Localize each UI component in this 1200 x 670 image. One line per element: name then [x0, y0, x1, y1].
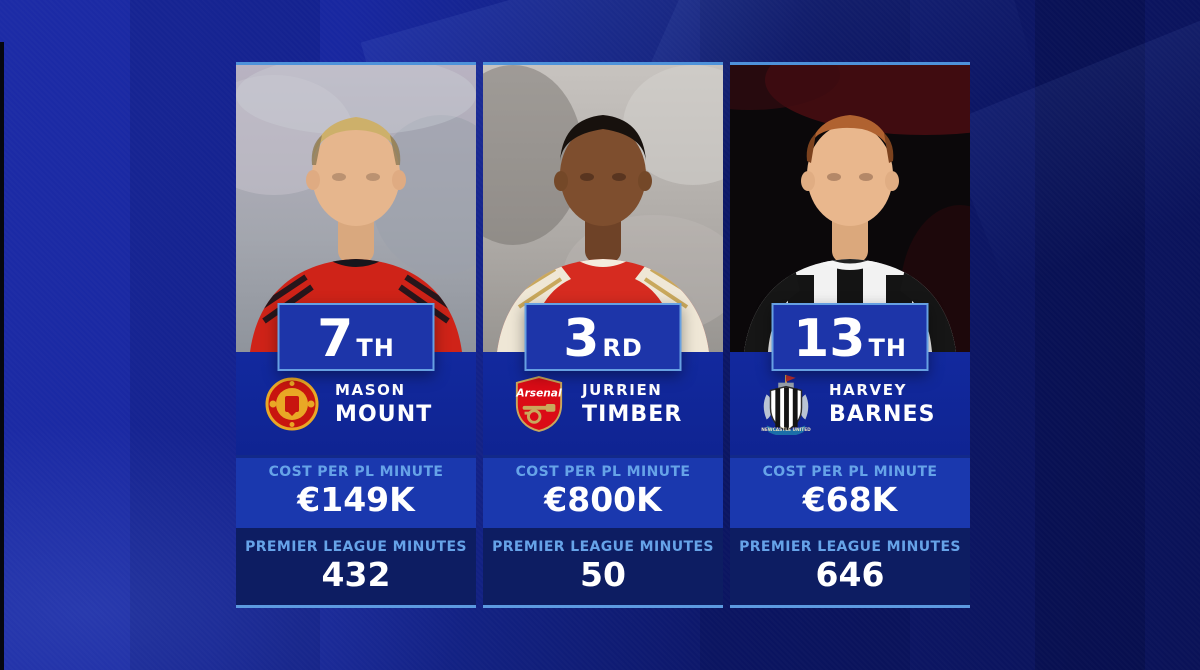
- minutes-stat-label: PREMIER LEAGUE MINUTES: [739, 539, 961, 556]
- svg-text:Arsenal: Arsenal: [515, 387, 562, 399]
- cost-stat-value: €68K: [802, 480, 898, 520]
- player-first-name: HARVEY: [829, 380, 908, 399]
- rank-number: 7: [317, 309, 354, 369]
- jurrien-timber-illustration: [483, 65, 723, 352]
- player-last-name: TIMBER: [582, 401, 683, 427]
- player-cards-row: 7 TH MASON: [236, 62, 970, 608]
- cost-stat-value: €149K: [297, 480, 415, 520]
- player-last-name: MOUNT: [335, 401, 433, 427]
- player-identity: MASON MOUNT: [236, 352, 476, 455]
- cost-stat-label: COST PER PL MINUTE: [762, 464, 938, 481]
- arsenal-crest-icon: Arsenal: [511, 375, 567, 433]
- player-name: JURRIEN TIMBER: [582, 381, 682, 427]
- player-name: HARVEY BARNES: [829, 381, 936, 427]
- rank-badge: 3 RD: [524, 303, 682, 371]
- svg-text:NEWCASTLE UNITED: NEWCASTLE UNITED: [761, 427, 811, 433]
- player-card-mason-mount: 7 TH MASON: [236, 62, 476, 608]
- cost-per-minute-stat: COST PER PL MINUTE €800K: [483, 455, 723, 528]
- minutes-stat-value: 50: [580, 555, 626, 595]
- minutes-stat: PREMIER LEAGUE MINUTES 646: [730, 528, 970, 605]
- rank-suffix: RD: [602, 334, 643, 362]
- cost-per-minute-stat: COST PER PL MINUTE €149K: [236, 455, 476, 528]
- player-last-name: BARNES: [829, 401, 936, 427]
- player-photo-jurrien-timber: [483, 65, 723, 352]
- minutes-stat-label: PREMIER LEAGUE MINUTES: [492, 539, 714, 556]
- minutes-stat-label: PREMIER LEAGUE MINUTES: [245, 539, 467, 556]
- rank-number: 3: [563, 309, 600, 369]
- cost-stat-label: COST PER PL MINUTE: [515, 464, 691, 481]
- player-first-name: JURRIEN: [582, 380, 663, 399]
- background-band: [1035, 0, 1145, 670]
- minutes-stat-value: 646: [815, 555, 885, 595]
- rank-suffix: TH: [356, 334, 395, 362]
- player-name: MASON MOUNT: [335, 381, 432, 427]
- rank-suffix: TH: [868, 334, 907, 362]
- left-edge-strip: [0, 42, 4, 670]
- cost-stat-label: COST PER PL MINUTE: [268, 464, 444, 481]
- rank-badge: 13 TH: [771, 303, 929, 371]
- minutes-stat: PREMIER LEAGUE MINUTES 50: [483, 528, 723, 605]
- minutes-stat-value: 432: [321, 555, 391, 595]
- manchester-united-crest-icon: [264, 377, 320, 431]
- rank-number: 13: [793, 309, 866, 369]
- player-first-name: MASON: [335, 380, 406, 399]
- rank-badge: 7 TH: [277, 303, 435, 371]
- player-card-jurrien-timber: 3 RD Arsenal JURRIEN TIMBER: [483, 62, 723, 608]
- newcastle-united-crest-icon: NEWCASTLE UNITED: [758, 373, 814, 435]
- player-identity: Arsenal JURRIEN TIMBER: [483, 352, 723, 455]
- minutes-stat: PREMIER LEAGUE MINUTES 432: [236, 528, 476, 605]
- player-card-harvey-barnes: 13 TH NEWCASTLE: [730, 62, 970, 608]
- cost-per-minute-stat: COST PER PL MINUTE €68K: [730, 455, 970, 528]
- cost-stat-value: €800K: [544, 480, 662, 520]
